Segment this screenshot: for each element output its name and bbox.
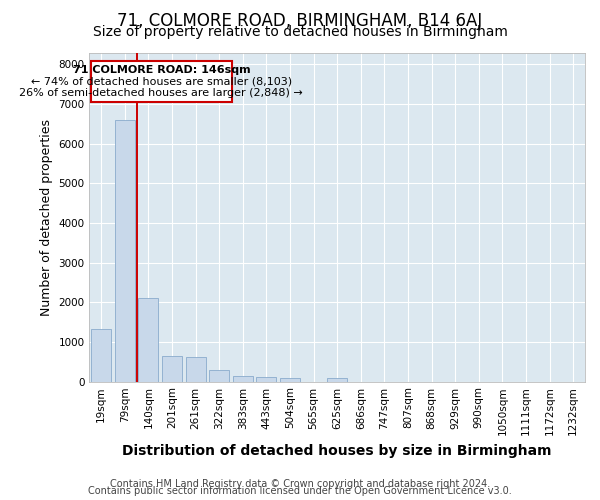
X-axis label: Distribution of detached houses by size in Birmingham: Distribution of detached houses by size … (122, 444, 552, 458)
Bar (115, 120, 135, 382)
Bar (91, 329, 111, 382)
Bar (162, 356, 182, 382)
FancyBboxPatch shape (91, 61, 232, 102)
Bar (209, 370, 229, 382)
Y-axis label: Number of detached properties: Number of detached properties (40, 118, 53, 316)
Bar (327, 378, 347, 382)
Bar (233, 376, 253, 382)
Bar (139, 298, 158, 382)
Text: Size of property relative to detached houses in Birmingham: Size of property relative to detached ho… (92, 25, 508, 39)
Text: Contains public sector information licensed under the Open Government Licence v3: Contains public sector information licen… (88, 486, 512, 496)
Text: ← 74% of detached houses are smaller (8,103): ← 74% of detached houses are smaller (8,… (31, 76, 292, 86)
Bar (256, 377, 277, 382)
Text: 71 COLMORE ROAD: 146sqm: 71 COLMORE ROAD: 146sqm (73, 65, 250, 75)
Text: Contains HM Land Registry data © Crown copyright and database right 2024.: Contains HM Land Registry data © Crown c… (110, 479, 490, 489)
Bar (280, 378, 300, 382)
Text: 26% of semi-detached houses are larger (2,848) →: 26% of semi-detached houses are larger (… (19, 88, 303, 98)
Bar (185, 356, 206, 382)
Text: 71, COLMORE ROAD, BIRMINGHAM, B14 6AJ: 71, COLMORE ROAD, BIRMINGHAM, B14 6AJ (118, 12, 482, 30)
